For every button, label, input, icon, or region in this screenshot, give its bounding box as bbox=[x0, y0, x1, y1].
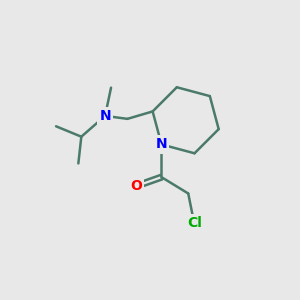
Text: Cl: Cl bbox=[187, 216, 202, 230]
Text: N: N bbox=[99, 109, 111, 123]
Text: N: N bbox=[156, 137, 167, 152]
Text: O: O bbox=[130, 179, 142, 193]
